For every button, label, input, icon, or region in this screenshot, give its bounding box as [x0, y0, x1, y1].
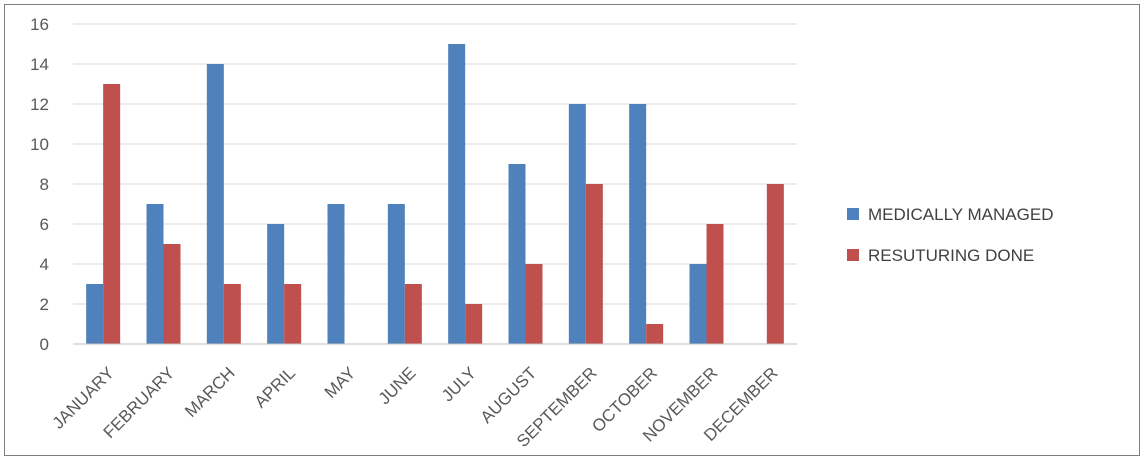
x-tick-label-august: AUGUST	[477, 363, 541, 427]
bar-resuturing-done-april	[284, 284, 301, 344]
y-tick-label-12: 12	[30, 95, 49, 114]
y-tick-label-14: 14	[30, 55, 49, 74]
bar-resuturing-done-march	[224, 284, 241, 344]
x-tick-label-july: JULY	[438, 363, 480, 405]
bar-resuturing-done-july	[465, 304, 482, 344]
bar-resuturing-done-december	[767, 184, 784, 344]
bars	[86, 44, 784, 344]
bar-medically-managed-may	[328, 204, 345, 344]
y-tick-label-10: 10	[30, 135, 49, 154]
y-tick-label-8: 8	[40, 175, 49, 194]
y-tick-label-0: 0	[40, 335, 49, 354]
bar-medically-managed-april	[267, 224, 284, 344]
x-tick-label-march: MARCH	[181, 363, 239, 421]
bar-resuturing-done-october	[646, 324, 663, 344]
bar-medically-managed-january	[86, 284, 103, 344]
bar-medically-managed-october	[629, 104, 646, 344]
bar-medically-managed-july	[448, 44, 465, 344]
x-tick-label-april: APRIL	[251, 363, 299, 411]
bar-resuturing-done-february	[164, 244, 181, 344]
chart-frame: 0 2 4 6 8 10 12 14 16 JANUARY FEBRUARY MARCH APRIL M…	[4, 4, 1140, 456]
y-axis-ticks: 0 2 4 6 8 10 12 14 16	[30, 15, 49, 354]
x-tick-label-may: MAY	[321, 363, 360, 402]
bar-medically-managed-november	[690, 264, 707, 344]
y-tick-label-6: 6	[40, 215, 49, 234]
bar-resuturing-done-january	[103, 84, 120, 344]
bar-resuturing-done-june	[405, 284, 422, 344]
legend: MEDICALLY MANAGED RESUTURING DONE	[847, 205, 1053, 265]
legend-swatch-resuturing-done	[847, 249, 859, 261]
y-tick-label-16: 16	[30, 15, 49, 34]
legend-swatch-medically-managed	[847, 208, 859, 220]
y-tick-label-2: 2	[40, 295, 49, 314]
bar-resuturing-done-august	[526, 264, 543, 344]
x-tick-label-june: JUNE	[375, 363, 420, 408]
bar-medically-managed-march	[207, 64, 224, 344]
bar-medically-managed-february	[147, 204, 164, 344]
gridlines	[73, 24, 797, 304]
bar-resuturing-done-september	[586, 184, 603, 344]
bar-resuturing-done-november	[707, 224, 724, 344]
bar-medically-managed-september	[569, 104, 586, 344]
y-tick-label-4: 4	[40, 255, 49, 274]
legend-label-resuturing-done: RESUTURING DONE	[868, 246, 1034, 265]
bar-medically-managed-august	[509, 164, 526, 344]
bar-medically-managed-june	[388, 204, 405, 344]
legend-label-medically-managed: MEDICALLY MANAGED	[868, 205, 1053, 224]
